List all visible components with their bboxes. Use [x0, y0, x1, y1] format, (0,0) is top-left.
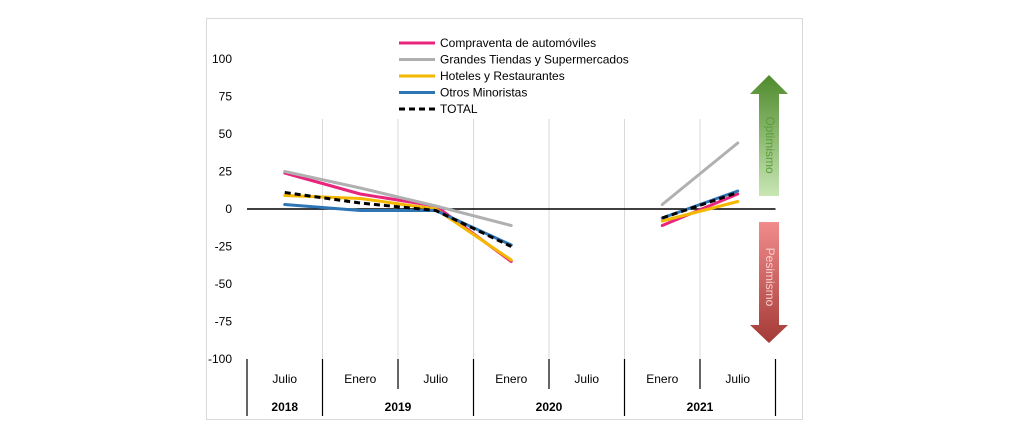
legend-label: Otros Minoristas	[440, 86, 527, 100]
series-line-4	[661, 191, 739, 220]
x-year-label: 2018	[271, 400, 298, 414]
pessimism-arrow	[750, 222, 788, 343]
series-line-2	[283, 194, 513, 262]
optimism-label: Optimismo	[763, 116, 777, 174]
y-tick-label: 75	[219, 90, 233, 104]
x-year-label: 2019	[385, 400, 412, 414]
y-tick-label: -50	[215, 277, 233, 291]
series-line-1	[660, 141, 740, 206]
x-period-label: Julio	[423, 372, 448, 386]
series-line-4	[284, 191, 512, 248]
x-period-label: Julio	[272, 372, 297, 386]
x-period-label: Julio	[725, 372, 750, 386]
x-year-label: 2021	[687, 400, 714, 414]
y-tick-label: 100	[212, 52, 232, 66]
series-line-1	[283, 170, 513, 227]
y-tick-label: -25	[215, 240, 233, 254]
legend: Compraventa de automóviles Grandes Tienda…	[399, 36, 629, 116]
chart-frame: 100 75 50 25 0 -25 -50 -75 -100 Julio Enero Julio En…	[206, 18, 803, 420]
legend-label: Grandes Tiendas y Supermercados	[440, 53, 629, 67]
y-tick-label: -100	[208, 352, 232, 366]
x-period-label: Enero	[495, 372, 527, 386]
x-period-label: Enero	[646, 372, 678, 386]
y-tick-label: 0	[225, 202, 232, 216]
gridlines	[322, 119, 701, 359]
sentiment-arrows: Optimismo Pesimismo	[750, 75, 788, 343]
x-period-label: Enero	[344, 372, 376, 386]
legend-label: TOTAL	[440, 102, 478, 116]
series-line-2	[660, 200, 740, 223]
series-group	[283, 141, 740, 263]
legend-label: Hoteles y Restaurantes	[440, 69, 565, 83]
legend-label: Compraventa de automóviles	[440, 36, 596, 50]
y-tick-label: 50	[219, 127, 233, 141]
y-tick-label: -75	[215, 315, 233, 329]
y-tick-label: 25	[219, 165, 233, 179]
optimism-arrow	[750, 75, 788, 196]
pessimism-label: Pesimismo	[763, 248, 777, 307]
line-chart: 100 75 50 25 0 -25 -50 -75 -100 Julio Enero Julio En…	[208, 36, 788, 416]
x-period-label: Julio	[574, 372, 599, 386]
axes: 100 75 50 25 0 -25 -50 -75 -100 Julio Enero Julio En…	[208, 52, 777, 416]
x-year-label: 2020	[536, 400, 563, 414]
